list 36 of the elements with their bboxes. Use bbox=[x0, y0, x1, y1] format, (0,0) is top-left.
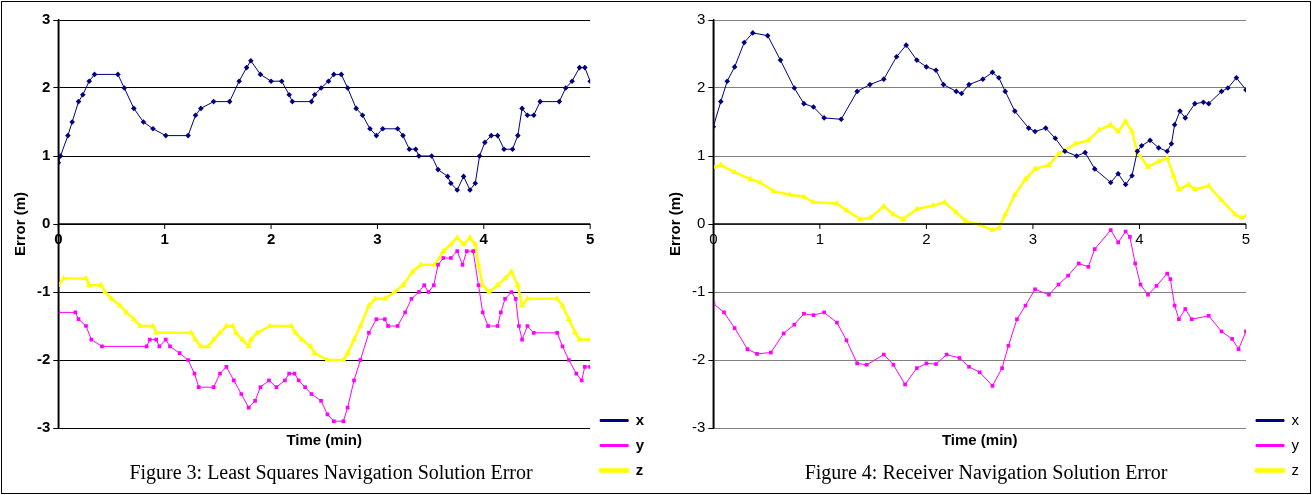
y-tick-label: 2 bbox=[41, 78, 51, 96]
y-axis-title: Error (m) bbox=[11, 191, 29, 257]
y-axis-title: Error (m) bbox=[666, 191, 684, 257]
x-tick-label: 3 bbox=[373, 229, 382, 247]
y-tick-label: 2 bbox=[696, 78, 706, 96]
y-tick-label: 1 bbox=[41, 146, 51, 164]
y-tick-label: 0 bbox=[41, 214, 51, 232]
x-tick-label: 4 bbox=[479, 229, 489, 247]
x-tick-label: 5 bbox=[1241, 229, 1251, 247]
y-tick-label: -2 bbox=[36, 350, 51, 368]
y-tick-label: 3 bbox=[41, 10, 51, 28]
legend-label: z bbox=[635, 460, 644, 478]
text: Figure 3: Least Squares Navigation Solution Error bbox=[129, 461, 533, 485]
y-tick-label: -2 bbox=[691, 350, 706, 368]
legend-label: y bbox=[635, 435, 645, 453]
y-tick-label: 0 bbox=[696, 214, 706, 232]
y-tick-label: -1 bbox=[691, 282, 706, 300]
x-tick-label: 1 bbox=[815, 229, 825, 247]
text: Figure 4: Receiver Navigation Solution Error bbox=[804, 461, 1168, 485]
x-tick-label: 2 bbox=[922, 229, 931, 247]
x-tick-label: 2 bbox=[266, 229, 276, 247]
legend-label: y bbox=[1291, 435, 1300, 453]
x-tick-label: 4 bbox=[1135, 229, 1144, 247]
x-axis-title: Time (min) bbox=[941, 431, 1018, 449]
legend-label: x bbox=[1291, 410, 1300, 428]
y-tick-label: -1 bbox=[36, 282, 51, 300]
y-tick-label: -3 bbox=[691, 418, 706, 436]
x-tick-label: 5 bbox=[585, 229, 595, 247]
y-tick-label: 1 bbox=[696, 146, 706, 164]
legend-label: x bbox=[635, 410, 645, 428]
x-tick-label: 3 bbox=[1028, 229, 1038, 247]
x-axis-title: Time (min) bbox=[286, 431, 363, 449]
y-tick-label: -3 bbox=[36, 418, 51, 436]
y-tick-label: 3 bbox=[696, 10, 706, 28]
x-tick-label: 1 bbox=[160, 229, 169, 247]
legend-label: z bbox=[1291, 460, 1299, 478]
